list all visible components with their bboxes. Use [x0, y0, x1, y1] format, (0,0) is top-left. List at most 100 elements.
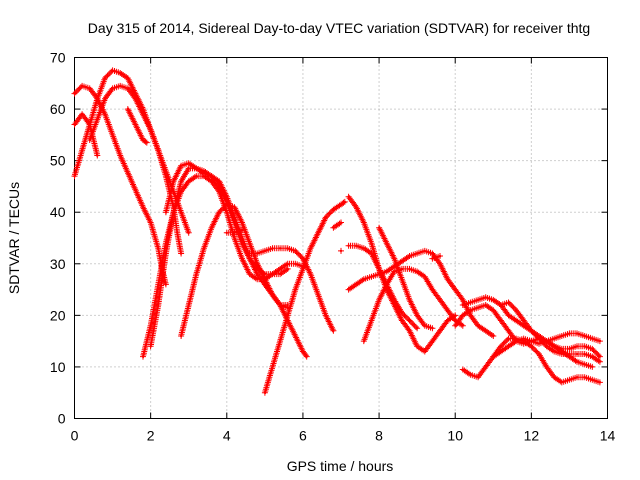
data-point [233, 236, 236, 240]
data-point [514, 309, 518, 312]
y-tick-label: 30 [50, 256, 66, 272]
data-point [355, 205, 358, 209]
data-point [415, 314, 419, 317]
data-point [271, 272, 274, 276]
axis-ticks: 0 2 4 6 8 10 12 14 0 10 20 30 40 50 60 70 [50, 50, 616, 444]
data-point [343, 200, 347, 204]
data-point [309, 272, 312, 276]
data-point [591, 347, 594, 351]
data-point [446, 319, 449, 322]
data-point [461, 298, 465, 302]
data-point [240, 221, 244, 224]
data-point [507, 329, 510, 333]
data-point [530, 329, 533, 333]
data-point [583, 363, 586, 366]
data-point [145, 141, 149, 144]
data-point [149, 345, 152, 348]
data-point [233, 216, 236, 219]
data-point [499, 350, 503, 353]
data-point [370, 252, 373, 255]
data-point [423, 249, 426, 253]
data-point [598, 381, 602, 384]
data-point [431, 339, 434, 343]
data-point [111, 69, 114, 72]
data-point [408, 329, 411, 333]
data-point [164, 169, 168, 173]
data-point [568, 347, 571, 351]
data-point [537, 342, 541, 345]
data-point [96, 97, 99, 100]
data-point [575, 332, 579, 335]
data-point [507, 314, 510, 317]
x-axis-label: GPS time / hours [287, 458, 394, 474]
data-point [88, 123, 91, 126]
data-point [92, 138, 95, 142]
data-point [598, 339, 602, 343]
data-point [423, 350, 426, 353]
series-track-15 [338, 247, 344, 254]
data-point [484, 329, 487, 333]
data-point [157, 149, 160, 152]
y-tick-label: 10 [50, 359, 66, 375]
x-tick-label: 14 [600, 428, 616, 444]
data-point [530, 339, 533, 343]
data-point [583, 376, 586, 379]
data-point [469, 301, 472, 304]
data-point [210, 226, 213, 229]
data-point [568, 332, 571, 335]
y-tick-label: 50 [50, 153, 66, 169]
data-point [301, 257, 305, 260]
data-point [263, 283, 267, 286]
data-point [316, 231, 320, 235]
data-point [225, 195, 228, 198]
data-point [446, 278, 449, 281]
data-point [305, 355, 308, 358]
data-point [217, 180, 221, 183]
data-point [332, 329, 335, 333]
data-point [278, 339, 282, 343]
x-tick-label: 12 [524, 428, 540, 444]
data-point [217, 211, 221, 214]
data-point [347, 288, 350, 291]
data-point [499, 319, 503, 322]
data-point [385, 283, 388, 286]
series-track-5 [124, 106, 150, 146]
data-point [130, 180, 133, 183]
data-point [598, 355, 602, 358]
data-point [324, 216, 327, 219]
data-point [415, 252, 419, 255]
data-point [286, 267, 289, 271]
data-point [126, 76, 129, 80]
series-markers [71, 82, 169, 288]
data-point [476, 376, 480, 379]
data-point [499, 303, 503, 307]
data-point [507, 301, 510, 304]
data-point [164, 211, 168, 214]
x-tick-label: 4 [223, 428, 231, 444]
data-point [248, 241, 251, 245]
data-point [461, 314, 465, 317]
data-point [111, 133, 114, 137]
data-point [256, 262, 259, 265]
data-point [294, 288, 297, 291]
data-point [256, 252, 259, 255]
series-track-2 [71, 82, 169, 288]
data-point [591, 365, 594, 369]
data-point [149, 221, 152, 224]
data-point [301, 350, 305, 353]
data-point [499, 345, 503, 348]
data-point [195, 167, 198, 170]
data-point [179, 252, 183, 255]
data-point [492, 309, 495, 312]
data-point [484, 296, 487, 299]
data-point [583, 334, 586, 338]
data-point [278, 267, 282, 271]
data-point [408, 298, 411, 302]
data-point [118, 154, 122, 157]
data-point [355, 283, 358, 286]
y-tick-label: 70 [50, 50, 66, 66]
data-point [476, 306, 480, 309]
data-point [591, 378, 594, 382]
series-track-19 [345, 247, 497, 339]
x-tick-label: 6 [299, 428, 307, 444]
